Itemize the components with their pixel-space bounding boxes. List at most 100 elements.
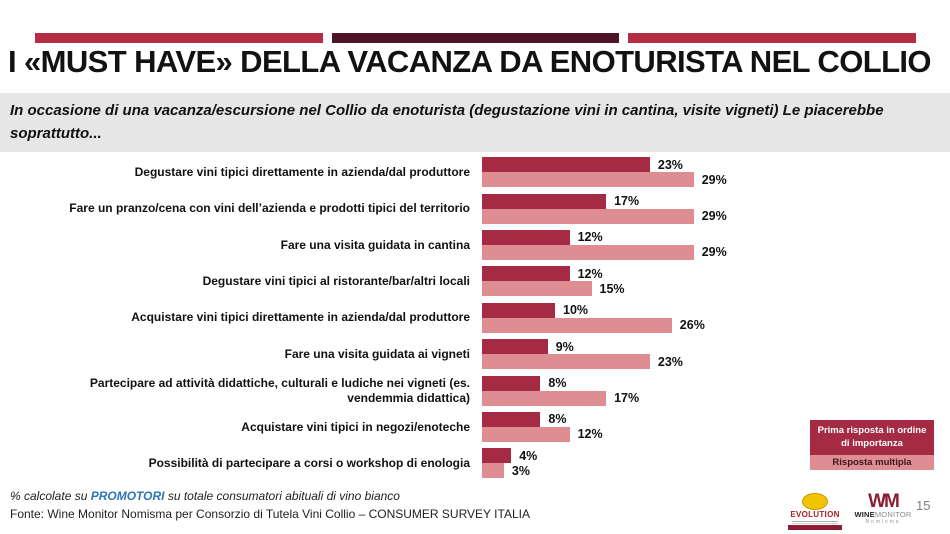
value-label: 12% bbox=[577, 230, 603, 245]
value-label: 15% bbox=[599, 281, 625, 296]
chart-legend: Prima risposta in ordine di importanza R… bbox=[810, 420, 934, 470]
chart-row: Degustare vini tipici direttamente in az… bbox=[0, 154, 820, 190]
category-bars: 10% 26% bbox=[482, 302, 705, 333]
category-label: Partecipare ad attività didattiche, cult… bbox=[89, 375, 470, 405]
source-line: Fonte: Wine Monitor Nomisma per Consorzi… bbox=[10, 507, 530, 521]
winemonitor-word-light: MONITOR bbox=[874, 510, 912, 520]
chart-row: Acquistare vini tipici in negozi/enotech… bbox=[0, 409, 820, 445]
page-number: 15 bbox=[916, 498, 931, 513]
value-label: 29% bbox=[701, 245, 727, 260]
value-label: 3% bbox=[511, 463, 530, 478]
category-label: Possibilità di partecipare a corsi o wor… bbox=[148, 456, 470, 470]
bar-line: 23% bbox=[482, 354, 683, 370]
bar-first-response bbox=[482, 302, 555, 318]
evolution-logo-text: EVOLUTION bbox=[790, 510, 840, 519]
footnote: % calcolate su PROMOTORI su totale consu… bbox=[10, 489, 400, 503]
winemonitor-wordmark: WINEMONITOR bbox=[852, 510, 914, 519]
category-bars: 4% 3% bbox=[482, 448, 538, 479]
evolution-emblem-icon bbox=[802, 493, 828, 510]
bar-line: 29% bbox=[482, 244, 727, 260]
value-label: 26% bbox=[679, 318, 705, 333]
bar-line: 17% bbox=[482, 193, 727, 209]
bar-line: 4% bbox=[482, 448, 538, 464]
winemonitor-monogram-icon: WM bbox=[868, 491, 900, 512]
category-bars: 8% 12% bbox=[482, 411, 603, 442]
bar-line: 9% bbox=[482, 339, 683, 355]
footnote-suffix: su totale consumatori abituali di vino b… bbox=[164, 489, 400, 503]
accent-bar-right bbox=[628, 33, 917, 43]
value-label: 23% bbox=[657, 157, 683, 172]
bar-first-response bbox=[482, 193, 607, 209]
evolution-logo: EVOLUTION bbox=[786, 493, 844, 530]
bar-multi-response bbox=[482, 244, 694, 260]
bar-line: 10% bbox=[482, 302, 705, 318]
chart-row: Degustare vini tipici al ristorante/bar/… bbox=[0, 263, 820, 299]
bar-line: 12% bbox=[482, 426, 603, 442]
value-label: 10% bbox=[563, 303, 589, 318]
category-label: Fare una visita guidata in cantina bbox=[280, 237, 470, 252]
bar-line: 12% bbox=[482, 229, 727, 245]
bar-line: 8% bbox=[482, 375, 639, 391]
bar-first-response bbox=[482, 157, 650, 173]
subtitle-band: In occasione di una vacanza/escursione n… bbox=[0, 93, 950, 152]
category-label: Degustare vini tipici al ristorante/bar/… bbox=[202, 274, 470, 289]
chart-row: Fare un pranzo/cena con vini dell’aziend… bbox=[0, 190, 820, 226]
category-bars: 8% 17% bbox=[482, 375, 640, 406]
category-bars: 9% 23% bbox=[482, 339, 683, 370]
category-bars: 17% 29% bbox=[482, 193, 727, 224]
category-label: Acquistare vini tipici direttamente in a… bbox=[131, 310, 470, 325]
bar-first-response bbox=[482, 448, 512, 464]
bar-chart: Degustare vini tipici direttamente in az… bbox=[0, 154, 820, 482]
category-bars: 12% 29% bbox=[482, 229, 727, 260]
accent-bar-left bbox=[35, 33, 323, 43]
value-label: 17% bbox=[614, 391, 640, 406]
page-title: I «MUST HAVE» DELLA VACANZA DA ENOTURIST… bbox=[8, 44, 932, 79]
accent-bar-middle bbox=[331, 33, 620, 43]
value-label: 9% bbox=[555, 339, 574, 354]
bar-first-response bbox=[482, 411, 541, 427]
bar-line: 26% bbox=[482, 317, 705, 333]
chart-row: Fare una visita guidata in cantina 12% 29% bbox=[0, 227, 820, 263]
bar-line: 29% bbox=[482, 208, 727, 224]
winemonitor-word-bold: WINE bbox=[854, 510, 875, 520]
bar-multi-response bbox=[482, 354, 650, 370]
chart-row: Acquistare vini tipici direttamente in a… bbox=[0, 300, 820, 336]
bar-multi-response bbox=[482, 208, 694, 224]
footnote-prefix: % calcolate su bbox=[10, 489, 91, 503]
category-bars: 23% 29% bbox=[482, 157, 727, 188]
bar-first-response bbox=[482, 375, 541, 391]
value-label: 17% bbox=[614, 194, 640, 209]
header-accent-bars bbox=[35, 33, 917, 43]
category-label: Fare una visita guidata ai vigneti bbox=[284, 346, 470, 361]
survey-question: In occasione di una vacanza/escursione n… bbox=[10, 102, 884, 143]
bar-line: 3% bbox=[482, 463, 537, 479]
bar-multi-response bbox=[482, 317, 672, 333]
footnote-highlight: PROMOTORI bbox=[90, 489, 165, 503]
value-label: 29% bbox=[701, 172, 727, 187]
bar-multi-response bbox=[482, 172, 694, 188]
bar-first-response bbox=[482, 229, 570, 245]
value-label: 29% bbox=[701, 209, 727, 224]
bar-line: 8% bbox=[482, 411, 603, 427]
winemonitor-logo: WM WINEMONITOR Nomisma bbox=[852, 491, 914, 526]
bar-line: 29% bbox=[482, 172, 727, 188]
value-label: 23% bbox=[657, 354, 683, 369]
category-label: Fare un pranzo/cena con vini dell’aziend… bbox=[69, 201, 470, 216]
bar-multi-response bbox=[482, 426, 570, 442]
value-label: 8% bbox=[548, 376, 567, 391]
value-label: 4% bbox=[519, 448, 538, 463]
value-label: 12% bbox=[577, 266, 603, 281]
bar-first-response bbox=[482, 266, 570, 282]
category-label: Degustare vini tipici direttamente in az… bbox=[134, 164, 470, 179]
evolution-logo-tagline bbox=[792, 520, 838, 524]
legend-first-response: Prima risposta in ordine di importanza bbox=[810, 420, 934, 455]
chart-row: Possibilità di partecipare a corsi o wor… bbox=[0, 445, 820, 481]
category-bars: 12% 15% bbox=[482, 266, 625, 297]
bar-multi-response bbox=[482, 463, 504, 479]
value-label: 12% bbox=[577, 427, 603, 442]
value-label: 8% bbox=[548, 412, 567, 427]
bar-first-response bbox=[482, 339, 548, 355]
nomisma-label: Nomisma bbox=[865, 519, 901, 526]
bar-line: 23% bbox=[482, 157, 727, 173]
